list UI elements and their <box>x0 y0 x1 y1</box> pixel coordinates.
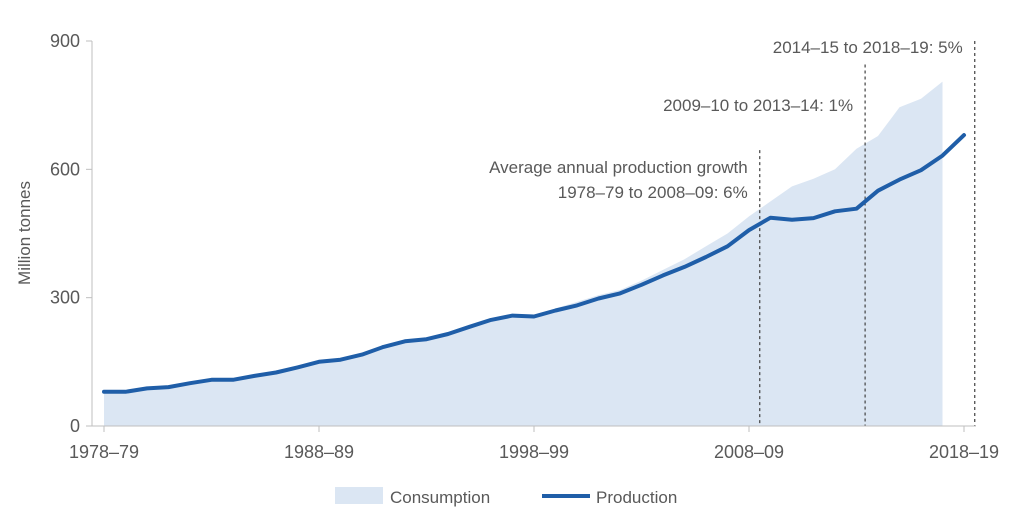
y-tick-label-300: 300 <box>50 288 80 308</box>
axes <box>86 40 976 432</box>
legend-swatch-consumption <box>335 487 383 504</box>
annotation-2-line-1: 2009–10 to 2013–14: 1% <box>663 96 853 115</box>
annotation-1-line-1: Average annual production growth <box>489 158 748 177</box>
annotation-guides <box>759 41 976 426</box>
y-tick-label-600: 600 <box>50 159 80 179</box>
y-tick-label-0: 0 <box>70 416 80 436</box>
x-tick-label-2: 1988–89 <box>284 442 354 462</box>
x-tick-label-1: 1978–79 <box>69 442 139 462</box>
y-axis-title: Million tonnes <box>15 181 34 285</box>
x-tick-label-4: 2008–09 <box>714 442 784 462</box>
x-tick-label-5: 2018–19 <box>929 442 999 462</box>
legend: Consumption Production <box>335 487 677 507</box>
x-tick-label-3: 1998–99 <box>499 442 569 462</box>
annotations: Average annual production growth 1978–79 … <box>489 38 963 202</box>
tick-labels: 0 300 600 900 1978–79 1988–89 1998–99 2008–09 20… <box>50 31 999 462</box>
production-line-layer <box>102 133 966 394</box>
annotation-3-line-1: 2014–15 to 2018–19: 5% <box>773 38 963 57</box>
legend-label-production: Production <box>596 488 677 507</box>
consumption-area <box>104 81 943 426</box>
production-line <box>102 133 966 394</box>
annotation-1-line-2: 1978–79 to 2008–09: 6% <box>558 183 748 202</box>
consumption-area-layer <box>104 81 943 426</box>
legend-label-consumption: Consumption <box>390 488 490 507</box>
y-tick-label-900: 900 <box>50 31 80 51</box>
